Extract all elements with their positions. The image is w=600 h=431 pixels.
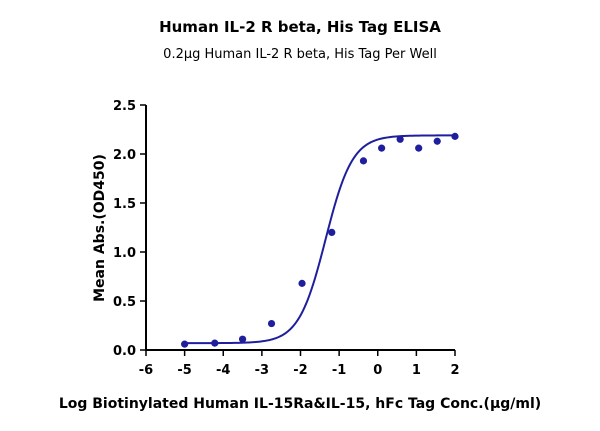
x-tick-label: -1 [332,363,346,378]
x-tick-label: -3 [255,363,269,378]
data-point [451,132,459,140]
chart-subtitle: 0.2µg Human IL-2 R beta, His Tag Per Wel… [163,47,437,62]
chart-title: Human IL-2 R beta, His Tag ELISA [159,18,441,36]
y-tick-label: 2.5 [113,99,136,114]
y-tick-label: 0.5 [113,295,136,310]
x-tick-label: -4 [216,363,230,378]
x-tick-label: -5 [177,363,191,378]
data-point [378,144,386,152]
data-point [298,279,306,287]
x-tick-label: 2 [450,363,459,378]
data-point [238,335,247,343]
data-point [433,137,441,145]
x-tick-label: 1 [412,363,421,378]
x-axis-ticks: -6 -5 -4 -3 -2 -1 0 1 2 [139,350,460,378]
x-tick-label: -6 [139,363,153,378]
y-axis-ticks: 0.0 0.5 1.0 1.5 2.0 2.5 [113,99,146,359]
data-point [415,144,423,152]
data-points [181,132,459,348]
data-point [328,228,336,236]
x-axis-label: Log Biotinylated Human IL-15Ra&IL-15, hF… [59,396,541,412]
x-tick-label: -2 [293,363,307,378]
y-tick-label: 1.0 [113,246,136,261]
data-point [396,135,404,143]
fit-curve [184,134,456,345]
y-tick-label: 1.5 [113,197,136,212]
y-axis-label: Mean Abs.(OD450) [92,154,108,302]
data-point [359,157,368,165]
y-tick-label: 2.0 [113,148,136,163]
data-point [181,340,189,348]
y-tick-label: 0.0 [113,344,136,359]
data-point [211,339,219,347]
data-point [267,319,276,328]
x-tick-label: 0 [373,363,382,378]
